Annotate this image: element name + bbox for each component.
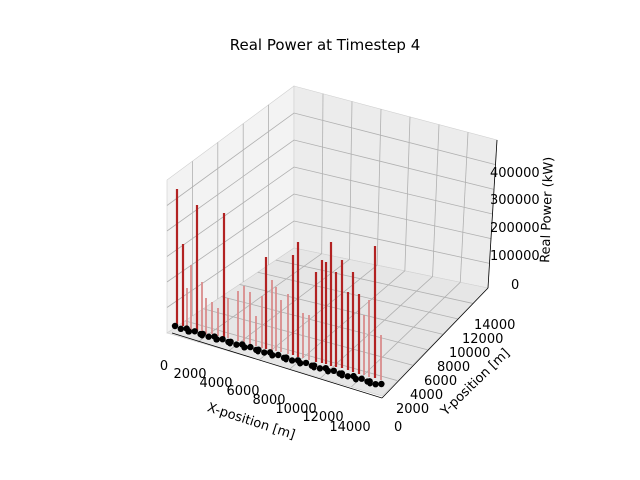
node-marker — [219, 335, 226, 343]
node-marker — [213, 337, 219, 343]
y-tick-label: 10000 — [449, 346, 490, 361]
x-tick-label: 2000 — [173, 367, 206, 382]
y-tick-label: 6000 — [424, 374, 457, 389]
nodes-layer — [171, 322, 385, 388]
node-marker — [344, 373, 351, 380]
node-marker — [255, 349, 261, 355]
y-tick-labels: 0 2000 4000 6000 8000 10000 12000 14000 — [394, 318, 515, 435]
node-marker — [311, 365, 317, 371]
node-marker — [372, 380, 379, 388]
y-axis-line — [381, 287, 489, 399]
grid-line — [258, 264, 378, 361]
grid-line — [320, 276, 433, 379]
node-marker — [275, 351, 282, 359]
x-tick-labels: 0 2000 4000 6000 8000 10000 12000 14000 — [160, 359, 371, 435]
node-marker — [297, 361, 303, 367]
x-axis-line — [171, 332, 383, 399]
grid-line — [228, 259, 350, 352]
x-tick-label: 0 — [160, 359, 168, 374]
grid-line — [257, 271, 458, 320]
y-tick-label: 12000 — [462, 332, 503, 347]
z-tick-label: 300000 — [490, 193, 540, 208]
grid-line — [185, 320, 398, 381]
y-tick-label: 2000 — [396, 402, 429, 417]
node-marker — [367, 381, 373, 387]
grid-line — [166, 139, 495, 232]
node-marker — [205, 333, 212, 340]
y-tick-label: 8000 — [437, 360, 470, 375]
node-marker — [227, 341, 233, 347]
node-marker — [241, 345, 247, 351]
node-marker — [353, 377, 359, 383]
node-marker — [330, 367, 338, 375]
node-marker — [261, 349, 268, 356]
grid-lines — [166, 93, 496, 388]
node-marker — [339, 373, 345, 379]
z-tick-labels: 0 100000 200000 300000 400000 — [490, 166, 540, 293]
x-tick-label: 8000 — [252, 393, 285, 408]
x-tick-label: 10000 — [275, 402, 316, 417]
x-tick-label: 14000 — [329, 420, 370, 435]
z-tick-label: 0 — [511, 278, 519, 293]
bars-layer — [175, 189, 382, 380]
node-marker — [233, 341, 240, 348]
y-tick-label: 14000 — [474, 318, 515, 333]
node-marker — [358, 375, 365, 382]
grid-line — [166, 193, 492, 283]
z-tick-label: 400000 — [490, 166, 540, 181]
z-axis-label: Real Power (kW) — [538, 157, 557, 264]
x-tick-label: 12000 — [302, 410, 343, 425]
grid-line — [166, 112, 496, 206]
grid-line — [166, 220, 490, 308]
node-marker — [177, 325, 185, 333]
grid-line — [166, 166, 493, 257]
node-marker — [283, 357, 289, 363]
x-tick-label: 6000 — [226, 384, 259, 399]
z-tick-label: 100000 — [490, 249, 540, 264]
x-tick-label: 4000 — [199, 376, 232, 391]
node-marker — [378, 380, 385, 388]
y-tick-label: 0 — [394, 420, 402, 435]
node-marker — [199, 333, 205, 339]
node-marker — [288, 357, 296, 364]
node-marker — [302, 359, 310, 367]
chart-title: Real Power at Timestep 4 — [230, 36, 421, 54]
node-marker — [269, 353, 275, 359]
node-marker — [185, 329, 191, 335]
node-marker — [191, 328, 198, 335]
node-marker — [247, 343, 254, 351]
node-marker — [325, 369, 331, 375]
y-tick-label: 4000 — [410, 388, 443, 403]
z-tick-label: 200000 — [490, 221, 540, 236]
grid-line — [221, 296, 428, 351]
node-marker — [316, 365, 324, 372]
z-axis-line — [487, 139, 498, 289]
node-marker — [171, 322, 179, 330]
